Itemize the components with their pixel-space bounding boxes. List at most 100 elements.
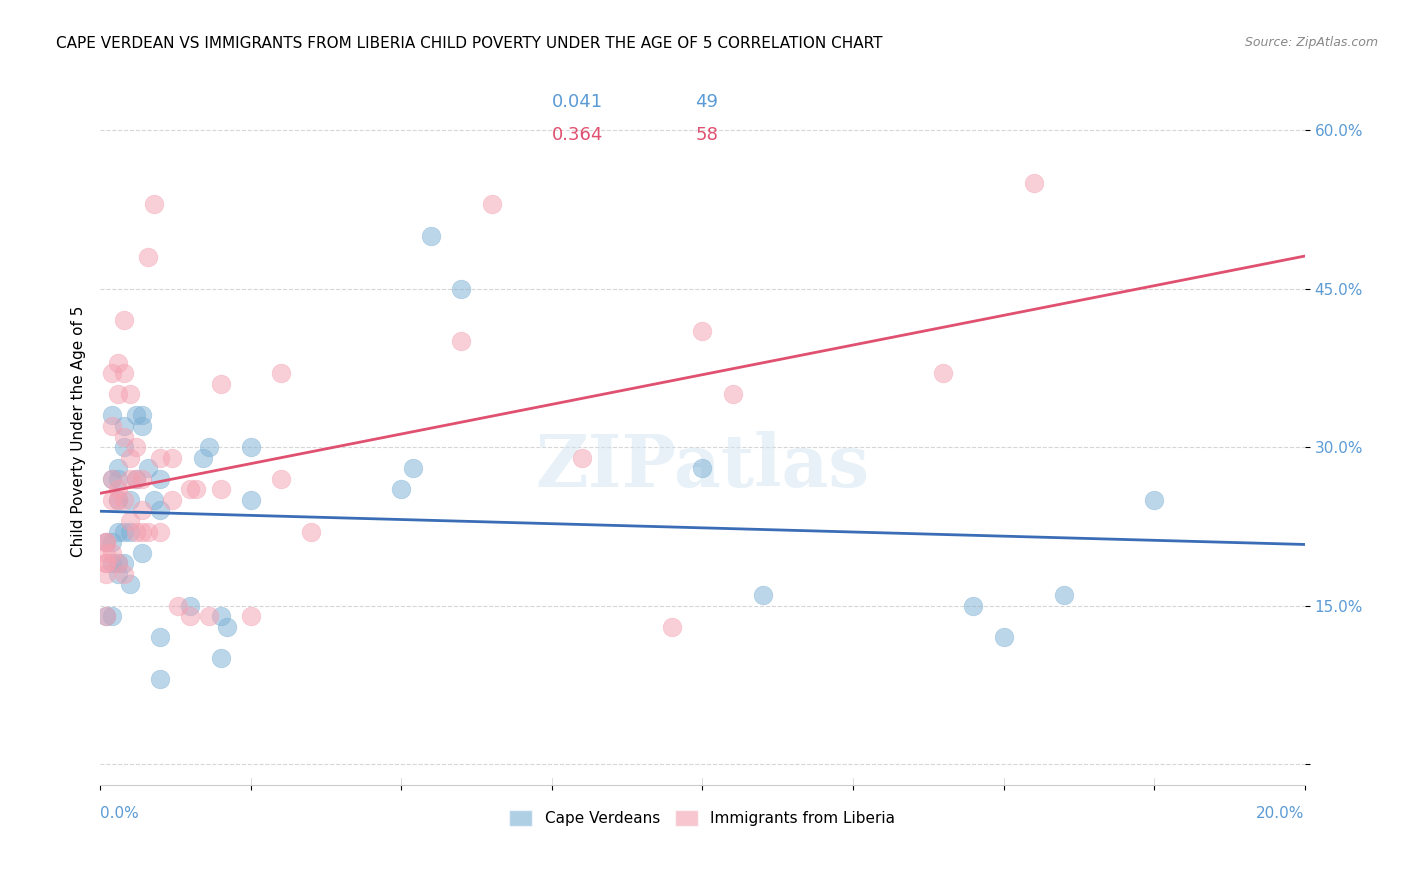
Text: Source: ZipAtlas.com: Source: ZipAtlas.com [1244,36,1378,49]
Point [209,483,232,497]
Point [107,556,129,570]
Point [131,472,153,486]
Point [94,609,117,624]
Point [149,673,172,687]
Point [101,546,124,560]
Point [162,450,184,465]
Point [1053,588,1076,602]
Point [420,228,443,243]
Point [112,440,135,454]
Point [149,472,172,486]
Point [131,409,153,423]
Point [112,524,135,539]
Point [112,366,135,380]
Point [112,492,135,507]
Point [450,282,472,296]
Point [107,566,129,581]
Point [191,450,214,465]
Point [94,535,117,549]
Point [131,419,153,434]
Point [389,483,412,497]
Point [571,450,593,465]
Point [131,524,153,539]
Point [107,472,129,486]
Point [125,440,148,454]
Point [179,609,201,624]
Point [107,356,129,370]
Point [136,250,159,264]
Point [1143,492,1166,507]
Point [125,409,148,423]
Point [101,472,124,486]
Point [209,651,232,665]
Point [239,609,262,624]
Point [131,503,153,517]
Point [149,524,172,539]
Point [94,556,117,570]
Point [107,524,129,539]
Point [299,524,322,539]
Text: 58: 58 [695,126,718,144]
Point [179,599,201,613]
Point [149,630,172,644]
Point [481,197,503,211]
Point [112,313,135,327]
Text: 0.041: 0.041 [551,93,603,112]
Point [402,461,425,475]
Point [186,483,208,497]
Point [101,535,124,549]
Point [107,387,129,401]
Point [143,197,166,211]
Text: ZIPatlas: ZIPatlas [536,431,869,502]
Point [101,472,124,486]
Point [94,566,117,581]
Point [107,483,129,497]
Point [131,546,153,560]
Point [101,419,124,434]
Point [107,461,129,475]
Point [993,630,1015,644]
Y-axis label: Child Poverty Under the Age of 5: Child Poverty Under the Age of 5 [72,306,86,557]
Point [162,492,184,507]
Point [239,440,262,454]
Point [692,461,714,475]
Point [197,609,219,624]
Point [661,620,683,634]
Point [112,419,135,434]
Point [107,492,129,507]
Point [107,556,129,570]
Point [692,324,714,338]
Point [239,492,262,507]
Point [215,620,238,634]
Point [101,366,124,380]
Point [101,409,124,423]
Text: 49: 49 [695,93,718,112]
Point [751,588,773,602]
Text: 20.0%: 20.0% [1257,806,1305,822]
Point [209,376,232,391]
Point [197,440,219,454]
Point [101,609,124,624]
Point [120,524,142,539]
Point [125,472,148,486]
Point [932,366,955,380]
Point [450,334,472,349]
Point [721,387,744,401]
Point [179,483,201,497]
Point [112,566,135,581]
Text: CAPE VERDEAN VS IMMIGRANTS FROM LIBERIA CHILD POVERTY UNDER THE AGE OF 5 CORRELA: CAPE VERDEAN VS IMMIGRANTS FROM LIBERIA … [56,36,883,51]
Point [209,609,232,624]
Point [107,492,129,507]
Point [125,524,148,539]
Point [136,524,159,539]
Point [149,503,172,517]
Point [1022,176,1045,190]
Point [143,492,166,507]
Point [120,577,142,591]
Point [112,429,135,443]
Point [101,556,124,570]
Point [270,472,292,486]
Point [167,599,190,613]
Point [125,472,148,486]
Point [94,556,117,570]
